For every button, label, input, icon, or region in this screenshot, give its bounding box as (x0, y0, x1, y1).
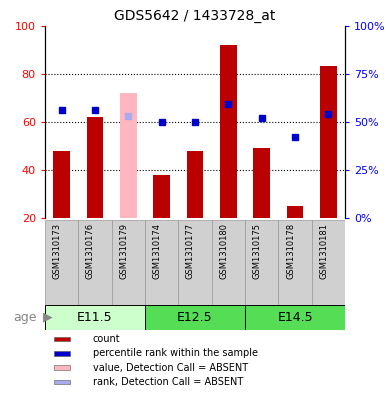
Bar (145, 305, 245, 330)
Bar (54, 351, 70, 356)
Bar (54, 337, 70, 342)
Text: E14.5: E14.5 (277, 311, 313, 324)
Bar (45, 220, 78, 305)
Text: GSM1310173: GSM1310173 (53, 222, 62, 279)
Text: GSM1310174: GSM1310174 (152, 222, 161, 279)
Bar (187, 151, 203, 218)
Text: GSM1310181: GSM1310181 (319, 222, 328, 279)
Text: E12.5: E12.5 (177, 311, 213, 324)
Text: GSM1310179: GSM1310179 (119, 222, 128, 279)
Bar (145, 220, 178, 305)
Text: rank, Detection Call = ABSENT: rank, Detection Call = ABSENT (93, 377, 243, 387)
Bar (320, 66, 337, 218)
Text: age: age (14, 311, 37, 324)
Bar (278, 220, 312, 305)
Text: GSM1310180: GSM1310180 (219, 222, 229, 279)
Text: value, Detection Call = ABSENT: value, Detection Call = ABSENT (93, 363, 248, 373)
Bar (245, 305, 345, 330)
Text: GSM1310176: GSM1310176 (86, 222, 95, 279)
Text: count: count (93, 334, 121, 344)
Text: GSM1310175: GSM1310175 (253, 222, 262, 279)
Bar (87, 117, 103, 218)
Bar (54, 380, 70, 384)
Title: GDS5642 / 1433728_at: GDS5642 / 1433728_at (114, 9, 276, 23)
Bar (153, 175, 170, 218)
Bar (245, 220, 278, 305)
Text: percentile rank within the sample: percentile rank within the sample (93, 349, 258, 358)
Bar (312, 220, 345, 305)
Text: E11.5: E11.5 (77, 311, 113, 324)
Bar (120, 93, 136, 218)
Bar (53, 151, 70, 218)
Text: GSM1310178: GSM1310178 (286, 222, 295, 279)
Bar (287, 206, 303, 218)
Bar (212, 220, 245, 305)
Bar (54, 365, 70, 370)
Bar (78, 220, 112, 305)
Text: GSM1310177: GSM1310177 (186, 222, 195, 279)
Text: ▶: ▶ (43, 311, 53, 324)
Bar (45, 305, 145, 330)
Bar (220, 45, 237, 218)
Bar (254, 148, 270, 218)
Bar (112, 220, 145, 305)
Bar (178, 220, 212, 305)
